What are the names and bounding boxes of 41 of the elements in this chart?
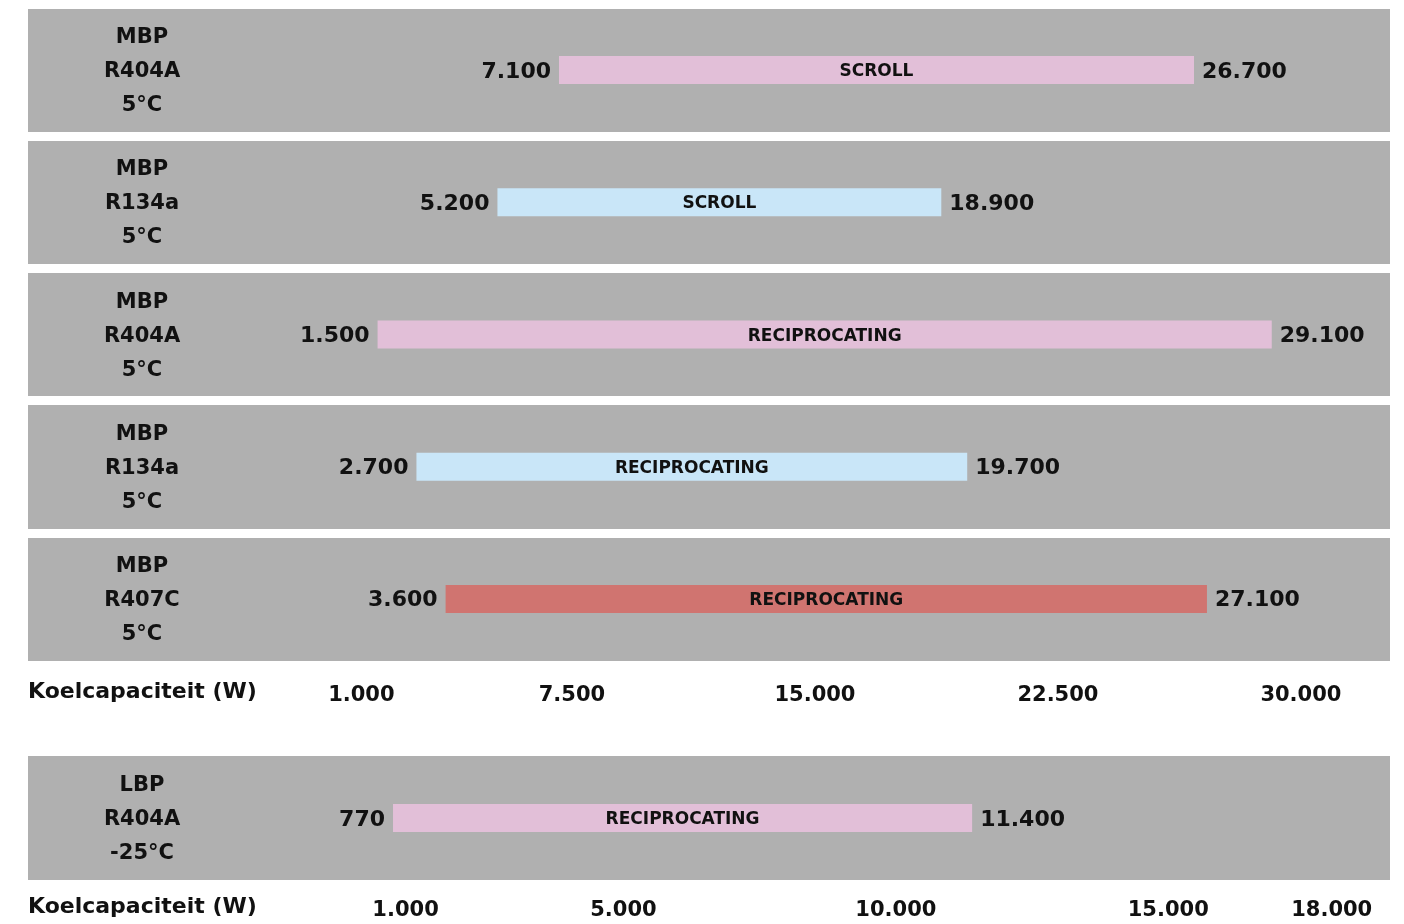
x-tick-label: 5.000 — [590, 896, 657, 921]
annotation: RECIPROCATING — [614, 456, 769, 477]
x-tick-label: 30.000 — [1260, 681, 1342, 706]
x-tick-label: 7.500 — [538, 681, 606, 706]
y-tick-label: MBP R407C 5°C — [104, 552, 180, 645]
y-tick-label: LBP R404A -25°C — [103, 772, 181, 864]
bar — [497, 188, 942, 217]
text: 2.700 — [338, 454, 409, 480]
x-tick-label: 15.000 — [1127, 896, 1209, 921]
x-axis-title: Koelcapaciteit (W) — [28, 893, 257, 918]
text: 770 — [339, 805, 386, 831]
text: 1.500 — [299, 322, 370, 347]
text: 3.600 — [368, 586, 438, 612]
bar — [416, 452, 968, 481]
text: 29.100 — [1279, 322, 1365, 347]
text: 7.100 — [481, 57, 551, 83]
text: 18.900 — [949, 189, 1035, 215]
annotation: RECIPROCATING — [749, 588, 904, 609]
y-tick-label: MBP R404A 5°C — [103, 24, 181, 117]
x-tick-label: 10.000 — [855, 896, 937, 921]
y-tick-label: MBP R404A 5°C — [103, 288, 181, 381]
x-tick-label: 22.500 — [1017, 681, 1099, 706]
x-tick-label: 18.000 — [1291, 896, 1373, 921]
y-tick-label: MBP R134a 5°C — [104, 156, 180, 249]
x-tick-label: 1.000 — [328, 681, 395, 706]
annotation: SCROLL — [682, 192, 757, 213]
text: 27.100 — [1214, 586, 1300, 612]
y-tick-label: MBP R134a 5°C — [104, 420, 180, 513]
bar — [445, 584, 1207, 613]
text: 26.700 — [1201, 57, 1287, 83]
x-tick-label: 1.000 — [372, 896, 439, 921]
x-axis-title: Koelcapaciteit (W) — [28, 678, 257, 703]
x-tick-label: 15.000 — [774, 681, 856, 706]
text: 11.400 — [980, 805, 1066, 831]
annotation: SCROLL — [839, 60, 914, 81]
bar — [377, 320, 1272, 349]
text: 19.700 — [975, 454, 1061, 480]
bar — [559, 56, 1194, 85]
annotation: RECIPROCATING — [605, 808, 760, 828]
annotation: RECIPROCATING — [747, 324, 902, 345]
text: 5.200 — [419, 189, 490, 215]
